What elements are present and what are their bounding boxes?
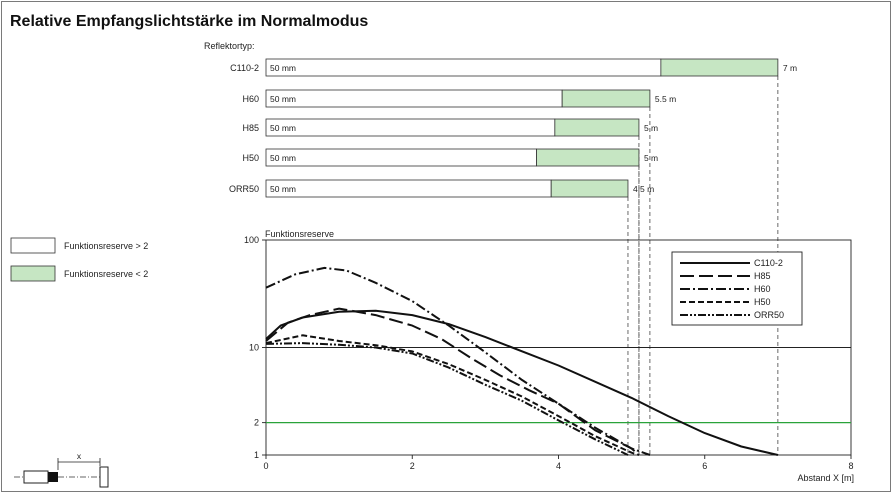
bar-white-c110-2: [265, 58, 662, 77]
bar-max-label: 5 m: [644, 153, 658, 163]
bar-max-label: 7 m: [783, 63, 797, 73]
bar-white-h50: [265, 148, 537, 167]
series-line-h50: [265, 334, 640, 456]
reserve-swatch-1: [10, 237, 56, 254]
bar-min-label: 50 mm: [270, 153, 296, 163]
bar-green-h60: [561, 89, 651, 108]
bar-min-label: 50 mm: [270, 123, 296, 133]
bar-max-label: 5 m: [644, 123, 658, 133]
y-tick-label: 2: [254, 418, 259, 428]
bar-min-label: 50 mm: [270, 63, 296, 73]
bar-max-label: 4.5 m: [633, 184, 654, 194]
schematic-sensor-lens: [48, 472, 58, 482]
series-legend: C110-2 H85 H60 H50 ORR50: [671, 251, 803, 326]
reserve-legend: Funktionsreserve > 2 Funktionsreserve < 2: [10, 237, 148, 282]
legend-label-h50: H50: [754, 297, 771, 307]
bar-label-orr50: ORR50: [229, 184, 259, 194]
reserve-swatch-2: [10, 265, 56, 282]
bar-label-h60: H60: [242, 94, 259, 104]
bar-min-label: 50 mm: [270, 184, 296, 194]
legend-label-h85: H85: [754, 271, 771, 281]
x-axis-label: Abstand X [m]: [797, 473, 854, 483]
schematic-x-label: x: [77, 451, 82, 461]
schematic-reflector: [99, 466, 109, 488]
bar-green-orr50: [550, 179, 629, 198]
series-line-h60: [265, 266, 651, 456]
x-tick-label: 4: [556, 461, 561, 471]
bar-label-c110-2: C110-2: [230, 63, 259, 73]
bar-white-orr50: [265, 179, 552, 198]
bar-white-h85: [265, 118, 556, 137]
reserve-label-1: Funktionsreserve > 2: [64, 241, 148, 251]
legend-label-c110-2: C110-2: [754, 258, 783, 268]
legend-label-h60: H60: [754, 284, 771, 294]
y-tick-label: 10: [249, 343, 259, 353]
chart-title: Relative Empfangslichtstärke im Normalmo…: [10, 13, 368, 30]
bar-panel: C110-2 50 mm 7 m H60 50 mm 5.5 m H85 50 mm 5 m H5…: [229, 58, 797, 198]
bar-label-h50: H50: [242, 153, 259, 163]
bar-min-label: 50 mm: [270, 94, 296, 104]
x-tick-label: 8: [848, 461, 853, 471]
reserve-label-2: Funktionsreserve < 2: [64, 269, 148, 279]
bar-label-h85: H85: [242, 123, 259, 133]
bar-green-c110-2: [660, 58, 779, 77]
reflector-caption: Reflektortyp:: [204, 41, 255, 51]
schematic-sensor-body: [23, 470, 49, 484]
bar-white-h60: [265, 89, 563, 108]
series-line-orr50: [265, 342, 629, 456]
x-tick-label: 6: [702, 461, 707, 471]
legend-label-orr50: ORR50: [754, 310, 784, 320]
bar-max-label: 5.5 m: [655, 94, 676, 104]
bar-green-h85: [554, 118, 640, 137]
x-tick-label: 2: [410, 461, 415, 471]
y-tick-label: 100: [244, 235, 259, 245]
bar-green-h50: [536, 148, 640, 167]
reserve-plot: 1 2 10 100 0 2 4 6 8 Funktionsreserve Abstand X [m…: [244, 229, 854, 483]
series-line-c110-2: [265, 309, 779, 456]
distance-schematic-icon: x: [14, 451, 109, 488]
x-tick-label: 0: [263, 461, 268, 471]
y-axis-label: Funktionsreserve: [265, 229, 334, 239]
y-tick-label: 1: [254, 450, 259, 460]
